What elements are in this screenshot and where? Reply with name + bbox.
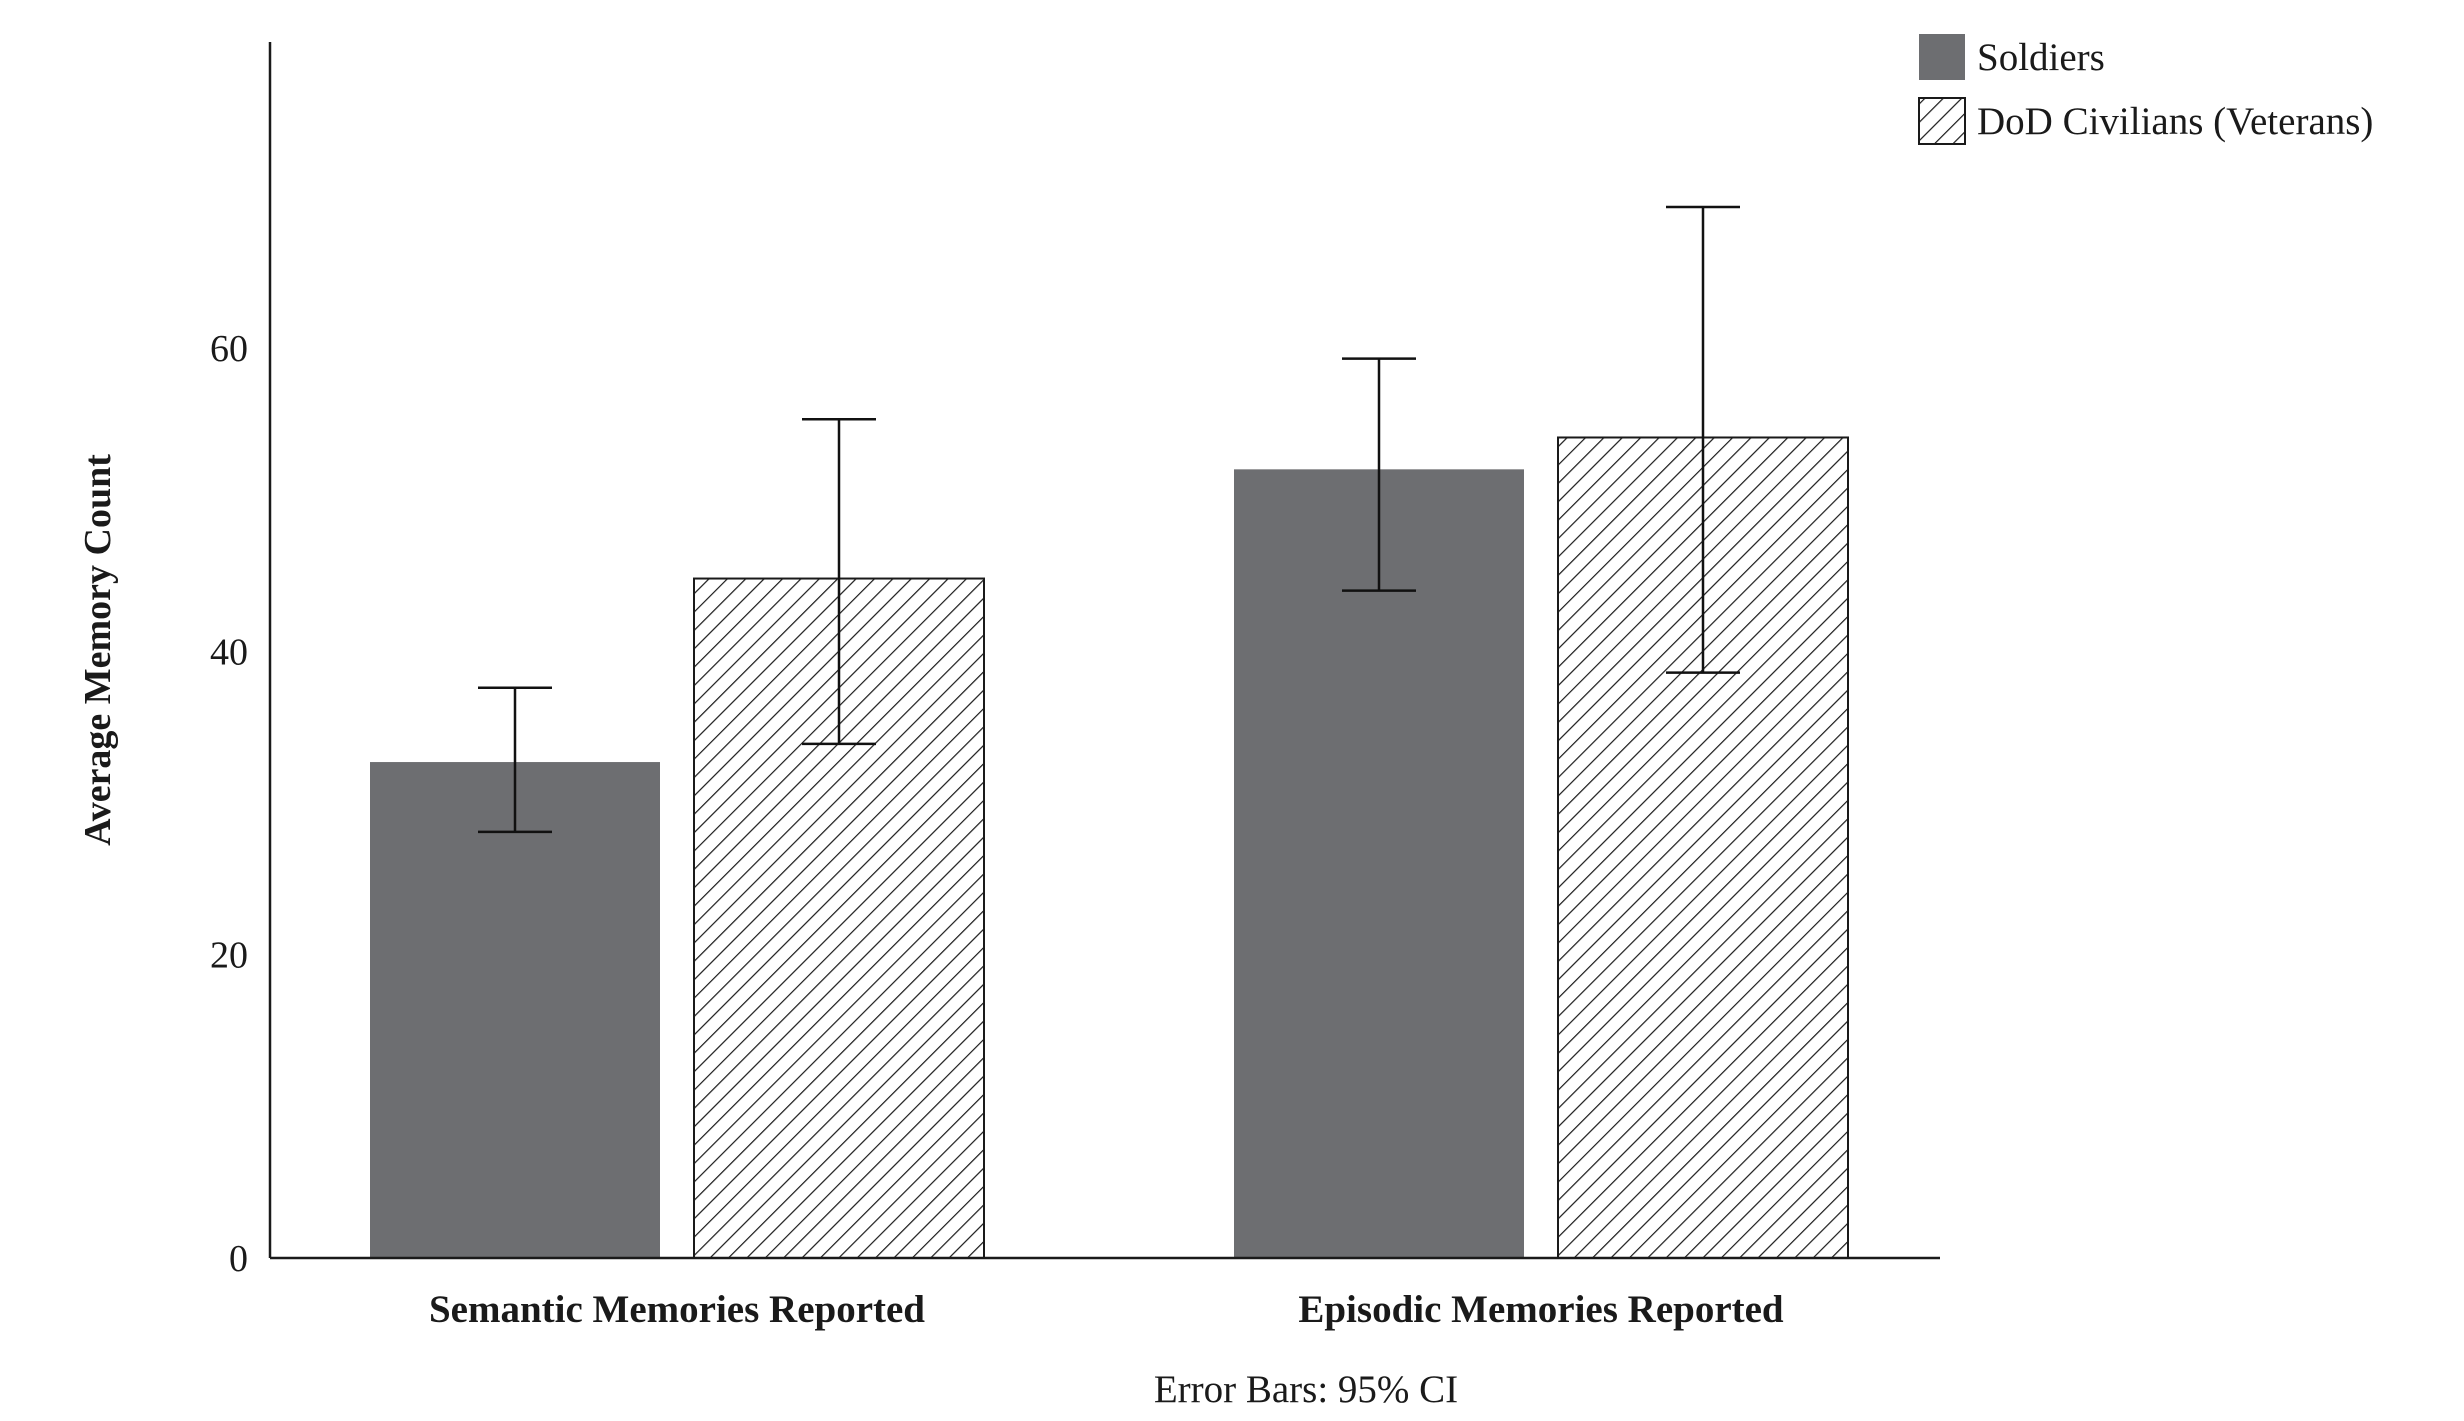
legend-swatch-soldiers: [1919, 34, 1965, 80]
y-tick-labels: 0 20 40 60: [210, 328, 248, 1280]
legend-label-soldiers: Soldiers: [1977, 36, 2105, 79]
bar-soldiers-episodic: [1234, 469, 1524, 1258]
error-bar-dod-civilians-episodic: [1666, 205, 1740, 674]
x-category-labels: Semantic Memories Reported Episodic Memor…: [429, 1288, 1784, 1331]
legend: Soldiers DoD Civilians (Veterans): [1918, 34, 2373, 145]
y-tick-label: 40: [210, 631, 248, 673]
y-tick-label: 20: [210, 935, 248, 977]
legend-label-dod-civilians: DoD Civilians (Veterans): [1977, 100, 2373, 143]
error-bar-soldiers-episodic: [1342, 357, 1416, 592]
y-axis-label: Average Memory Count: [77, 454, 119, 846]
error-bars-note: Error Bars: 95% CI: [1154, 1368, 1458, 1411]
y-tick-label: 60: [210, 328, 248, 370]
bar-soldiers-semantic: [370, 762, 660, 1258]
legend-swatch-dod-civilians: [1918, 97, 1966, 145]
bars-group: [370, 436, 1849, 1259]
y-tick-label: 0: [229, 1238, 248, 1280]
error-bar-dod-civilians-semantic: [802, 418, 876, 746]
error-bars-group: [478, 205, 1740, 834]
error-bar-soldiers-semantic: [478, 686, 552, 834]
x-category-label: Semantic Memories Reported: [429, 1288, 925, 1331]
x-category-label: Episodic Memories Reported: [1298, 1288, 1784, 1331]
